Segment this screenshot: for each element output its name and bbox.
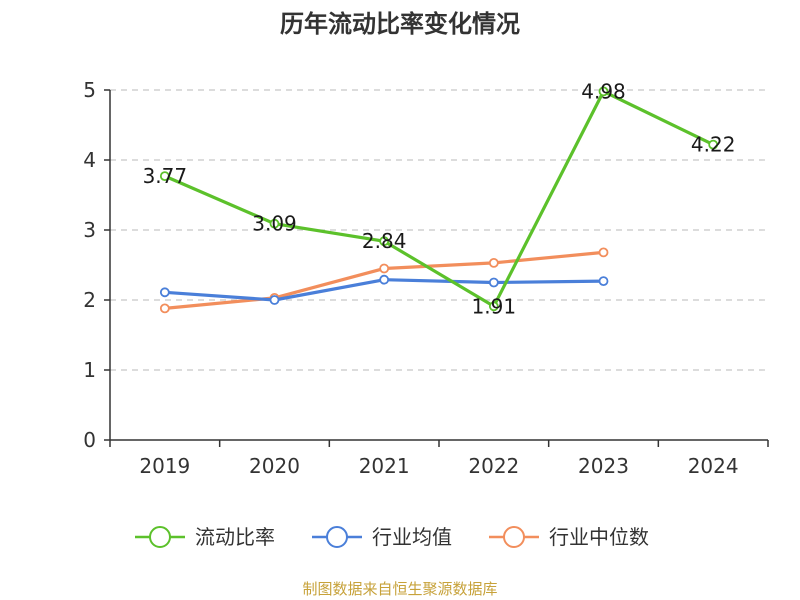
x-tick-label: 2021 xyxy=(359,454,410,478)
legend-item[interactable]: 行业中位数 xyxy=(489,525,649,549)
legend[interactable]: 流动比率 行业均值 行业中位数 xyxy=(135,525,649,549)
x-tick-label: 2020 xyxy=(249,454,300,478)
legend-marker xyxy=(149,526,171,548)
y-tick-label: 2 xyxy=(83,288,96,312)
data-label: 4.98 xyxy=(581,79,626,103)
data-label: 4.22 xyxy=(691,133,736,157)
y-tick-label: 5 xyxy=(83,78,96,102)
data-point xyxy=(379,274,390,285)
gridlines xyxy=(110,89,768,371)
axes: 0 1 2 3 4 5 2019 2020 2021 2022 2023 2024 xyxy=(83,78,769,478)
data-point xyxy=(159,287,170,298)
legend-item[interactable]: 流动比率 xyxy=(135,525,275,549)
y-tick-label: 4 xyxy=(83,148,96,172)
legend-item[interactable]: 行业均值 xyxy=(312,525,452,549)
data-point xyxy=(488,277,499,288)
data-point xyxy=(598,86,609,97)
source-note: 制图数据来自恒生聚源数据库 xyxy=(302,580,497,598)
data-point xyxy=(269,218,280,229)
data-label: 1.91 xyxy=(472,294,517,318)
chart-title: 历年流动比率变化情况 xyxy=(280,10,520,38)
series-layer xyxy=(159,86,719,314)
x-tick-label: 2022 xyxy=(468,454,519,478)
series-line xyxy=(164,89,714,308)
x-tick-label: 2024 xyxy=(688,454,739,478)
data-point xyxy=(379,263,390,274)
data-label: 2.84 xyxy=(362,229,407,253)
legend-label: 行业均值 xyxy=(372,525,452,549)
y-tick-label: 3 xyxy=(83,218,96,242)
data-point xyxy=(598,276,609,287)
data-labels: 3.77 3.09 2.84 1.91 4.98 4.22 xyxy=(143,79,736,318)
legend-marker xyxy=(503,526,525,548)
y-tick-label: 1 xyxy=(83,358,96,382)
legend-marker xyxy=(326,526,348,548)
y-tick-label: 0 xyxy=(83,428,96,452)
data-point xyxy=(488,257,499,268)
legend-label: 行业中位数 xyxy=(549,525,649,549)
data-label: 3.09 xyxy=(252,212,297,236)
legend-label: 流动比率 xyxy=(195,525,275,549)
data-point xyxy=(708,139,719,150)
data-point xyxy=(598,247,609,258)
data-point xyxy=(269,295,280,305)
data-point xyxy=(488,301,499,312)
x-tick-label: 2019 xyxy=(139,454,190,478)
data-label: 3.77 xyxy=(143,164,188,188)
data-point xyxy=(159,303,170,314)
data-point xyxy=(159,171,170,182)
x-tick-label: 2023 xyxy=(578,454,629,478)
data-point xyxy=(379,236,390,247)
